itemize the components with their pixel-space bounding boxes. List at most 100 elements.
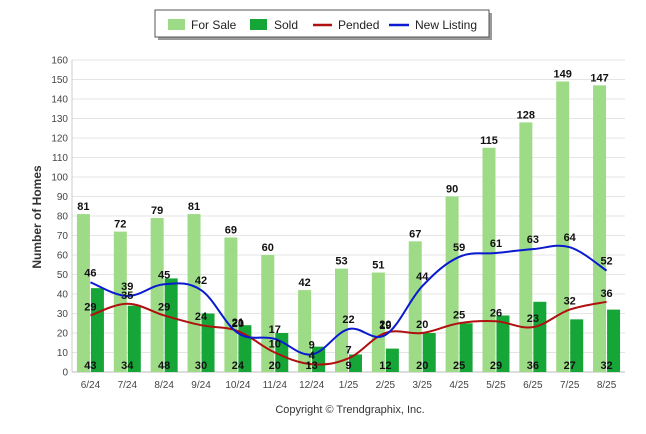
y-tick-label: 100 [51,173,68,184]
label-pended: 24 [195,311,208,323]
y-tick-label: 120 [51,134,68,145]
label-sold: 48 [158,360,170,372]
label-new-listing: 39 [121,281,133,293]
label-for-sale: 81 [77,201,89,213]
legend-label-for-sale: For Sale [191,18,237,32]
y-tick-label: 70 [57,231,69,242]
label-sold: 32 [600,360,612,372]
y-axis-title: Number of Homes [30,165,44,269]
label-new-listing: 42 [195,275,207,287]
bar-for-sale [187,214,201,372]
label-pended: 35 [121,290,133,302]
line-new-listing [90,244,608,356]
y-tick-label: 140 [51,95,68,106]
label-for-sale: 67 [409,228,421,240]
x-tick-label: 6/24 [81,380,101,391]
label-sold: 20 [416,360,428,372]
label-for-sale: 147 [590,72,608,84]
label-new-listing: 64 [564,232,577,244]
x-tick-label: 1/25 [339,380,359,391]
bar-sold [164,278,178,372]
x-axis-ticks: 6/24 7/24 8/24 9/24 10/24 11/24 12/24 1/25 2/25 3… [81,380,617,391]
bar-for-sale [298,290,312,372]
bar-sold [422,333,436,372]
x-tick-label: 5/25 [486,380,506,391]
label-pended: 7 [345,344,351,356]
legend-label-new-listing: New Listing [415,18,477,32]
label-for-sale: 90 [446,184,458,196]
y-tick-label: 130 [51,114,68,125]
label-for-sale: 79 [151,205,163,217]
label-new-listing: 22 [342,314,354,326]
label-for-sale: 60 [262,242,274,254]
lines [90,244,608,366]
bar-for-sale [76,214,90,372]
label-sold: 20 [269,360,281,372]
label-new-listing: 63 [527,234,539,246]
legend-swatch-sold [250,19,267,30]
label-new-listing: 52 [600,256,612,268]
bar-for-sale [445,196,459,372]
label-for-sale: 128 [517,109,535,121]
bar-sold [349,354,362,372]
bar-for-sale [224,237,238,372]
y-tick-label: 20 [57,329,69,340]
label-for-sale: 115 [480,135,498,147]
bar-for-sale [150,217,164,372]
x-tick-label: 10/24 [225,380,250,391]
label-new-listing: 17 [269,324,281,336]
label-sold: 24 [232,360,245,372]
copyright-text: Copyright © Trendgraphix, Inc. [275,404,424,416]
label-for-sale: 81 [188,201,200,213]
label-pended: 26 [490,307,502,319]
y-tick-label: 110 [52,153,68,164]
label-sold: 43 [84,360,96,372]
x-tick-label: 8/24 [154,380,174,391]
label-sold: 9 [345,360,351,372]
label-sold: 25 [453,360,465,372]
label-new-listing: 45 [158,269,170,281]
label-for-sale: 51 [372,260,384,272]
y-tick-label: 10 [57,348,69,359]
y-tick-label: 50 [57,270,69,281]
label-pended: 21 [232,317,244,329]
bar-for-sale [261,255,275,372]
bar-for-sale [519,122,533,373]
x-tick-label: 11/24 [263,380,288,391]
label-sold: 29 [490,360,502,372]
x-tick-label: 3/25 [412,380,432,391]
legend-box [154,9,490,38]
label-pended: 4 [309,350,316,362]
bar-sold [90,288,104,372]
bar-for-sale [482,147,496,372]
x-tick-label: 7/24 [118,380,138,391]
label-sold: 12 [379,360,391,372]
bar-sold [201,313,215,372]
x-tick-label: 7/25 [560,380,580,391]
label-sold: 27 [564,360,576,372]
label-pended: 23 [527,313,539,325]
y-tick-label: 0 [62,368,68,379]
y-tick-label: 30 [57,309,69,320]
label-sold: 36 [527,360,539,372]
y-tick-label: 80 [57,212,69,223]
grid [71,59,625,373]
legend-label-sold: Sold [274,18,298,32]
bar-sold [459,323,473,372]
label-pended: 29 [84,301,96,313]
bar-for-sale [371,272,385,372]
y-tick-label: 160 [51,56,68,67]
label-new-listing: 19 [379,320,391,332]
legend-swatch-for-sale [168,19,185,30]
bar-for-sale [335,268,348,372]
label-for-sale: 42 [299,277,311,289]
y-tick-label: 150 [51,75,68,86]
bar-for-sale [113,231,127,372]
label-pended: 32 [564,296,576,308]
bar-for-sale [408,241,422,372]
label-new-listing: 44 [416,271,429,283]
label-pended: 10 [269,339,281,351]
x-tick-label: 2/25 [376,380,396,391]
